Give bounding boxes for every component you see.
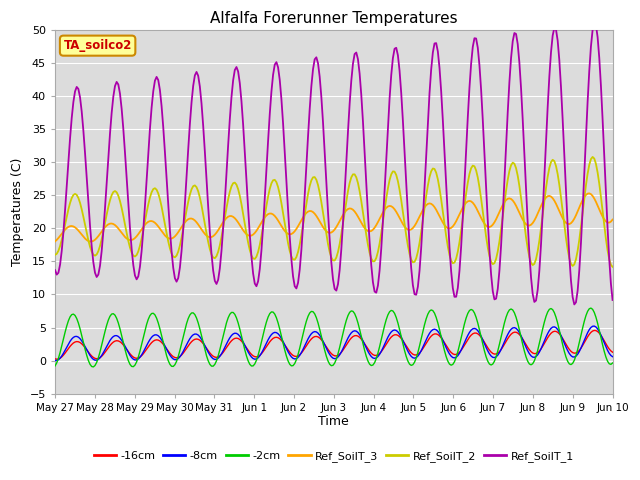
Legend: -16cm, -8cm, -2cm, Ref_SoilT_3, Ref_SoilT_2, Ref_SoilT_1: -16cm, -8cm, -2cm, Ref_SoilT_3, Ref_Soil… <box>90 446 579 466</box>
Text: TA_soilco2: TA_soilco2 <box>63 39 132 52</box>
Y-axis label: Temperatures (C): Temperatures (C) <box>11 157 24 266</box>
Title: Alfalfa Forerunner Temperatures: Alfalfa Forerunner Temperatures <box>210 11 458 26</box>
X-axis label: Time: Time <box>319 415 349 429</box>
